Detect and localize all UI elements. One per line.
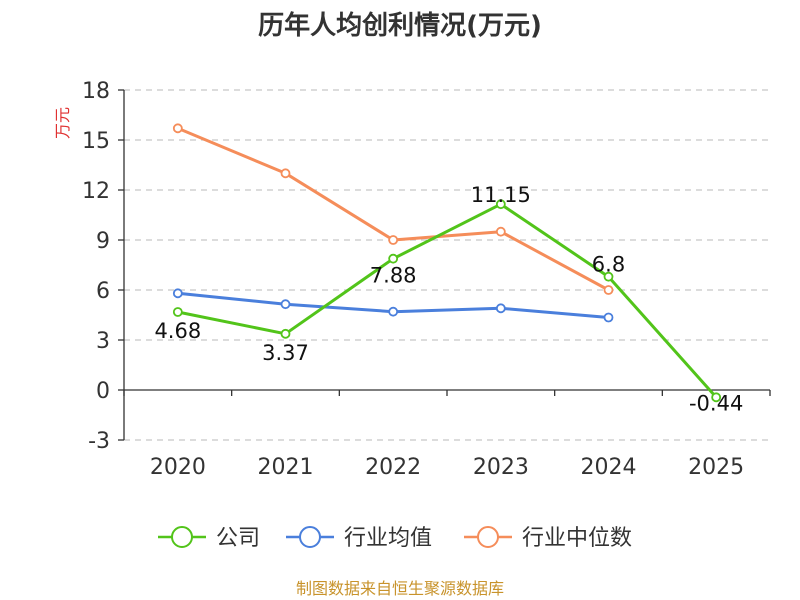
series-lines <box>172 123 722 403</box>
x-tick-label: 2023 <box>473 455 529 480</box>
data-point <box>280 328 291 339</box>
data-point <box>603 312 614 323</box>
data-label: 7.88 <box>370 264 417 288</box>
data-point <box>495 226 506 237</box>
data-point <box>172 288 183 299</box>
data-point <box>280 299 291 310</box>
y-tick-label: 3 <box>96 329 110 354</box>
data-point <box>172 123 183 134</box>
data-point <box>280 168 291 179</box>
legend-item[interactable]: 行业中位数 <box>464 526 632 551</box>
x-tick-label: 2022 <box>365 455 421 480</box>
data-label: 4.68 <box>154 319 201 343</box>
legend-marker <box>171 526 193 548</box>
y-tick-label: 0 <box>96 379 110 404</box>
data-labels: 4.68 3.37 7.88 11.15 6.8 -0.44 <box>154 183 743 415</box>
y-tick-label: 9 <box>96 229 110 254</box>
y-tick-label: 12 <box>82 179 110 204</box>
legend-item[interactable]: 公司 <box>158 526 260 551</box>
data-point <box>388 306 399 317</box>
data-point <box>388 253 399 264</box>
legend-label: 公司 <box>216 526 260 551</box>
data-label: -0.44 <box>689 391 743 415</box>
legend-label: 行业中位数 <box>522 526 632 551</box>
x-tick-label: 2020 <box>150 455 206 480</box>
data-point <box>172 307 183 317</box>
grid-lines <box>124 89 770 441</box>
source-note: 制图数据来自恒生聚源数据库 <box>296 579 504 598</box>
legend-label: 行业均值 <box>344 526 432 551</box>
data-point <box>603 271 614 282</box>
data-point <box>711 392 722 403</box>
data-label: 6.8 <box>592 253 625 277</box>
y-tick-label: -3 <box>88 429 110 454</box>
data-label: 11.15 <box>471 183 531 207</box>
x-tick-label: 2021 <box>258 455 314 480</box>
legend-item[interactable]: 行业均值 <box>286 526 432 551</box>
legend[interactable]: 公司 行业均值 行业中位数 <box>158 526 632 551</box>
series-line <box>176 202 718 399</box>
y-tick-label: 6 <box>96 279 110 304</box>
y-axis-unit-label: 万元 <box>53 107 72 139</box>
legend-marker <box>477 526 499 548</box>
data-point <box>603 285 614 295</box>
y-tick-label: 15 <box>82 129 110 154</box>
data-label: 3.37 <box>262 341 309 365</box>
x-tick-label: 2024 <box>581 455 637 480</box>
data-point <box>388 235 399 245</box>
data-point <box>495 303 506 314</box>
y-tick-label: 18 <box>82 79 110 104</box>
data-point <box>495 199 506 210</box>
axes: -3 0 3 6 9 12 15 18 2020 2021 2022 2023 2024 2025 <box>82 79 771 480</box>
x-tick-label: 2025 <box>688 455 744 480</box>
legend-marker <box>299 526 321 548</box>
chart-title: 历年人均创利情况(万元) <box>258 10 542 41</box>
